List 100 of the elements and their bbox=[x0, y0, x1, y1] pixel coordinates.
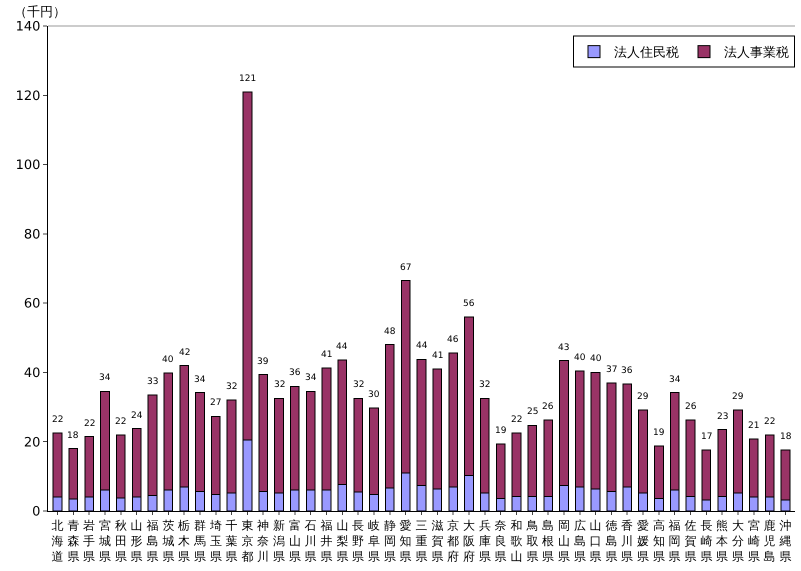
x-tick-label: 香川県 bbox=[621, 518, 634, 564]
total-label: 40 bbox=[574, 353, 586, 363]
total-label: 121 bbox=[239, 74, 256, 84]
total-label: 22 bbox=[511, 415, 522, 425]
x-tick-label: 京都府 bbox=[447, 518, 460, 564]
x-tick-label: 山口県 bbox=[590, 518, 602, 564]
total-label: 32 bbox=[226, 382, 238, 392]
total-label: 56 bbox=[463, 299, 475, 309]
total-label: 19 bbox=[495, 426, 507, 436]
x-tick-label: 兵庫県 bbox=[478, 518, 491, 564]
x-tick-label: 北海道 bbox=[52, 518, 64, 564]
x-tick-label: 山梨県 bbox=[336, 518, 348, 564]
x-tick-label: 和歌山 bbox=[510, 518, 522, 564]
y-tick-label: 40 bbox=[24, 366, 40, 381]
total-label: 25 bbox=[527, 407, 538, 417]
x-tick-label: 岡山県 bbox=[558, 518, 570, 564]
x-tick-label: 埼玉県 bbox=[208, 518, 222, 564]
total-label: 30 bbox=[368, 390, 380, 400]
x-tick-label: 新潟県 bbox=[273, 518, 286, 564]
x-tick-label: 山形県 bbox=[130, 518, 143, 564]
total-label: 23 bbox=[717, 412, 728, 422]
x-tick-label: 青森県 bbox=[67, 518, 80, 564]
total-label: 32 bbox=[479, 380, 490, 390]
y-tick-label: 140 bbox=[16, 20, 40, 35]
total-label: 44 bbox=[416, 341, 428, 351]
legend-label: 法人事業税 bbox=[724, 46, 789, 61]
total-label: 34 bbox=[194, 375, 206, 385]
total-label: 21 bbox=[748, 421, 760, 431]
y-tick-label: 60 bbox=[24, 296, 40, 312]
total-label: 18 bbox=[780, 432, 792, 442]
x-tick-label: 滋賀県 bbox=[431, 518, 444, 564]
total-label: 32 bbox=[353, 380, 364, 390]
total-label: 18 bbox=[67, 431, 79, 441]
total-label: 17 bbox=[701, 432, 712, 442]
y-tick-label: 20 bbox=[24, 435, 40, 450]
x-tick-label: 佐賀県 bbox=[684, 518, 697, 564]
total-label: 22 bbox=[764, 417, 776, 427]
total-label: 37 bbox=[606, 365, 618, 375]
total-label: 46 bbox=[447, 335, 459, 345]
x-tick-label: 岩手県 bbox=[83, 518, 96, 564]
total-label: 27 bbox=[210, 398, 222, 408]
total-label: 22 bbox=[52, 415, 64, 425]
x-tick-label: 広島県 bbox=[574, 518, 586, 564]
total-label: 22 bbox=[115, 417, 126, 427]
x-tick-label: 東京都 bbox=[241, 518, 254, 564]
total-label: 40 bbox=[590, 354, 602, 364]
y-tick-label: 120 bbox=[16, 88, 40, 104]
x-tick-label: 石川県 bbox=[304, 518, 317, 564]
total-label: 29 bbox=[637, 392, 649, 402]
x-tick-label: 栃木県 bbox=[178, 518, 190, 564]
y-tick-label: 0 bbox=[32, 504, 40, 520]
total-label: 34 bbox=[305, 373, 317, 383]
total-label: 48 bbox=[384, 327, 396, 337]
x-tick-label: 高知県 bbox=[652, 518, 665, 564]
x-tick-label: 愛知県 bbox=[400, 518, 412, 564]
total-label: 43 bbox=[558, 343, 570, 353]
x-tick-label: 徳島県 bbox=[605, 518, 618, 564]
x-tick-label: 福岡県 bbox=[668, 518, 681, 564]
total-label: 36 bbox=[289, 368, 301, 378]
x-tick-label: 長崎県 bbox=[700, 518, 712, 564]
x-tick-label: 福井県 bbox=[320, 518, 333, 564]
total-label: 24 bbox=[131, 411, 143, 421]
y-axis-title: （千円） bbox=[14, 5, 66, 20]
x-tick-label: 群馬県 bbox=[192, 518, 206, 564]
x-tick-label: 大分県 bbox=[732, 518, 744, 564]
legend-label: 法人住民税 bbox=[614, 46, 679, 61]
x-tick-label: 茨城県 bbox=[161, 518, 174, 564]
total-label: 42 bbox=[179, 348, 190, 358]
x-tick-label: 沖縄県 bbox=[778, 518, 792, 564]
total-label: 39 bbox=[257, 357, 269, 367]
x-tick-label: 秋田県 bbox=[114, 518, 127, 564]
total-label: 44 bbox=[336, 342, 348, 352]
x-tick-label: 熊本県 bbox=[716, 518, 728, 564]
x-tick-label: 大阪府 bbox=[462, 518, 475, 564]
y-tick-label: 100 bbox=[16, 158, 40, 174]
x-tick-label: 愛媛県 bbox=[637, 518, 650, 564]
total-label: 19 bbox=[653, 428, 665, 438]
x-tick-label: 島根県 bbox=[542, 518, 554, 564]
x-tick-label: 千葉県 bbox=[226, 518, 238, 564]
x-tick-label: 静岡県 bbox=[384, 518, 396, 564]
total-label: 34 bbox=[99, 373, 111, 383]
x-tick-label: 奈良県 bbox=[494, 518, 507, 564]
x-tick-label: 鹿児島 bbox=[764, 518, 776, 564]
total-label: 22 bbox=[84, 419, 96, 429]
total-label: 41 bbox=[432, 351, 444, 361]
x-tick-label: 三重県 bbox=[416, 518, 428, 564]
x-tick-label: 宮城県 bbox=[98, 518, 111, 564]
x-tick-label: 宮崎県 bbox=[748, 518, 760, 564]
total-label: 40 bbox=[162, 355, 174, 365]
total-label: 29 bbox=[732, 392, 744, 402]
x-tick-label: 鳥取県 bbox=[525, 518, 538, 564]
x-tick-label: 福島県 bbox=[146, 518, 158, 564]
total-label: 33 bbox=[147, 377, 158, 387]
total-label: 26 bbox=[542, 402, 554, 412]
x-tick-label: 富山県 bbox=[288, 518, 301, 564]
total-label: 67 bbox=[400, 263, 412, 273]
x-tick-label: 岐阜県 bbox=[368, 518, 380, 564]
total-label: 26 bbox=[685, 402, 697, 412]
total-label: 36 bbox=[621, 366, 633, 376]
total-label: 32 bbox=[274, 380, 286, 390]
